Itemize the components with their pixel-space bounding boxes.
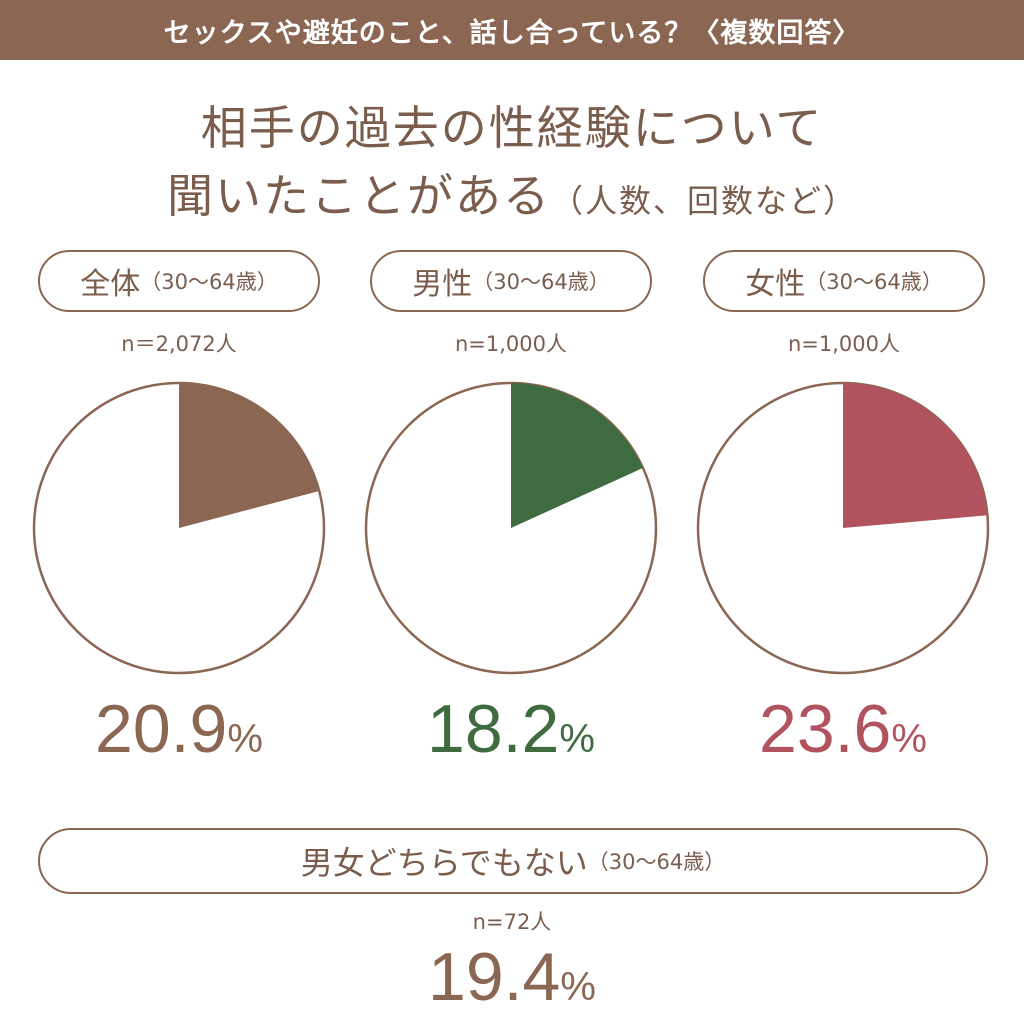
group-label-other: 男女どちらでもない （30～64歳） xyxy=(38,828,988,894)
percent-female: 23.6% xyxy=(678,690,1008,768)
percent-unit: % xyxy=(227,717,263,761)
group-name: 男性 xyxy=(412,267,473,302)
percent-value: 23.6 xyxy=(759,691,892,767)
percent-value: 18.2 xyxy=(427,691,560,767)
group-age: （30～64歳） xyxy=(587,850,726,874)
percent-other: 19.4% xyxy=(347,938,677,1016)
sample-size-female: n=1,000人 xyxy=(787,332,901,356)
sample-size-all: n＝2,072人 xyxy=(121,332,237,356)
group-age: （30～64歳） xyxy=(472,270,610,294)
percent-unit: % xyxy=(891,717,927,761)
title-line-1: 相手の過去の性経験について xyxy=(200,101,824,155)
group-label-all: 全体 （30～64歳） xyxy=(38,250,320,312)
title-note: （人数、回数など） xyxy=(550,182,857,220)
title-main: 聞いたことがある xyxy=(166,169,551,223)
group-name: 全体 xyxy=(80,267,141,302)
group-label-male: 男性 （30～64歳） xyxy=(370,250,652,312)
header-banner: セックスや避妊のこと、話し合っている？〈複数回答〉 xyxy=(0,0,1024,60)
group-age: （30～64歳） xyxy=(805,270,943,294)
percent-unit: % xyxy=(560,965,596,1009)
group-name: 男女どちらでもない xyxy=(300,844,588,882)
title-line-2: 聞いたことがある（人数、回数など） xyxy=(0,160,1024,226)
percent-male: 18.2% xyxy=(346,690,676,768)
percent-value: 20.9 xyxy=(95,691,228,767)
group-label-female: 女性 （30～64歳） xyxy=(703,250,985,312)
group-name: 女性 xyxy=(745,267,806,302)
pie-slice-male xyxy=(511,383,643,528)
group-age: （30～64歳） xyxy=(140,270,278,294)
sample-size-male: n=1,000人 xyxy=(454,332,568,356)
percent-unit: % xyxy=(559,717,595,761)
sample-size-other: n=72人 xyxy=(472,910,552,934)
percent-all: 20.9% xyxy=(14,690,344,768)
pie-slice-all xyxy=(179,383,320,528)
percent-value: 19.4 xyxy=(428,939,561,1015)
pie-slice-female xyxy=(843,383,988,528)
